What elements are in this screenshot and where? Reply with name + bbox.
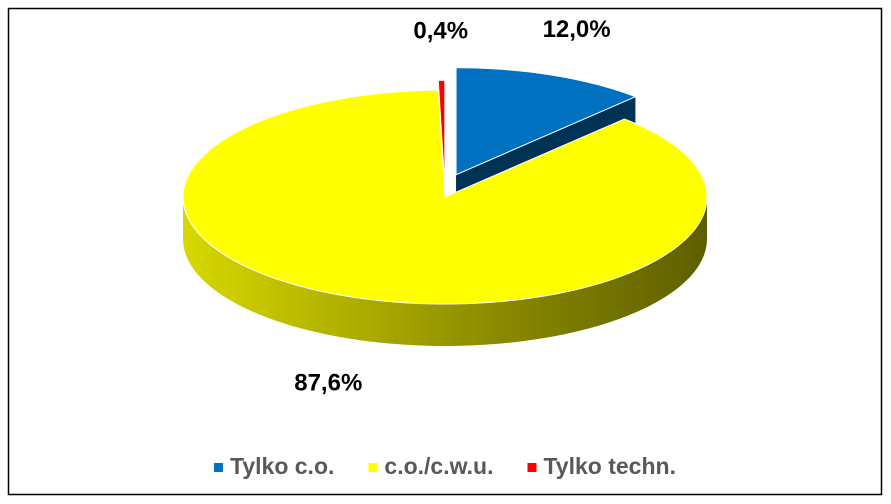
pie-slice — [182, 89, 708, 305]
legend-label: Tylko techn. — [543, 453, 676, 479]
pie-slice — [455, 67, 637, 176]
pie-side — [183, 197, 707, 346]
value-label: 87,6% — [294, 369, 362, 396]
legend-swatch — [527, 463, 537, 472]
legend: Tylko c.o. c.o./c.w.u. Tylko techn. — [214, 453, 676, 479]
legend-label: Tylko c.o. — [230, 453, 334, 479]
value-label: 12,0% — [543, 16, 611, 43]
legend-swatch — [368, 463, 378, 472]
legend-label: c.o./c.w.u. — [384, 453, 493, 479]
legend-swatch — [214, 463, 224, 472]
pie-tops — [182, 67, 708, 305]
pie-slice — [437, 79, 446, 188]
value-label: 0,4% — [413, 18, 468, 45]
